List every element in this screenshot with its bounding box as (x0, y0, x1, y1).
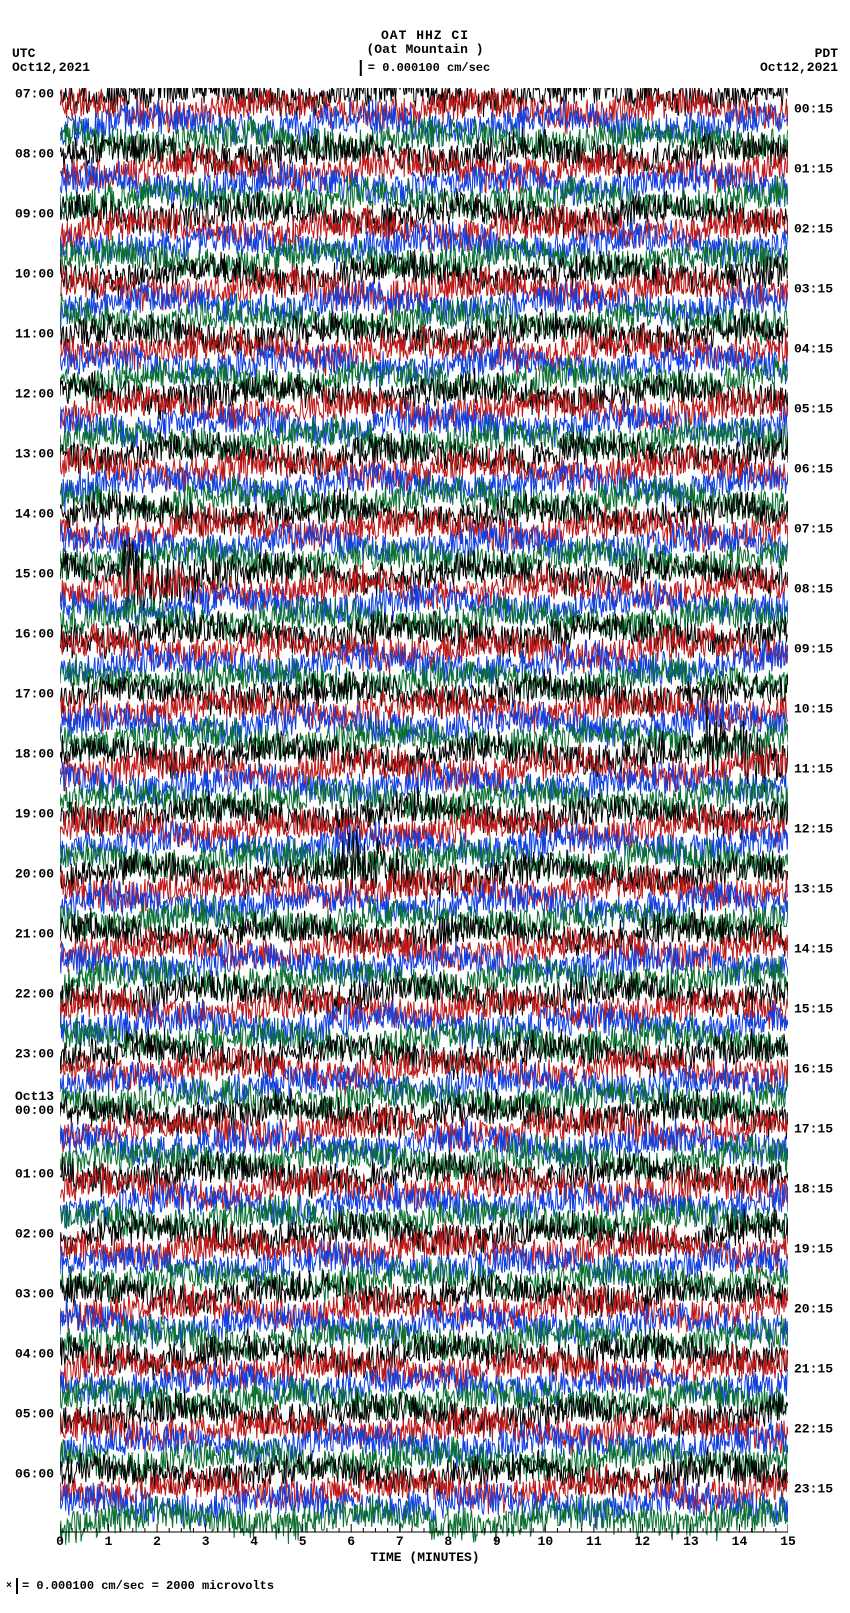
seismograph-page: OAT HHZ CI (Oat Mountain ) = 0.000100 cm… (0, 0, 850, 1613)
tz-right-label: PDT (815, 46, 838, 61)
right-hour-label: 10:15 (790, 702, 850, 717)
right-hour-label: 22:15 (790, 1422, 850, 1437)
right-hour-label: 06:15 (790, 462, 850, 477)
right-hour-label: 21:15 (790, 1362, 850, 1377)
x-tick-label: 3 (202, 1534, 210, 1549)
x-tick-label: 10 (538, 1534, 554, 1549)
x-tick-label: 1 (105, 1534, 113, 1549)
plot-container (60, 88, 788, 1558)
x-tick-label: 9 (493, 1534, 501, 1549)
x-tick-label: 4 (250, 1534, 258, 1549)
left-hour-label: 05:00 (0, 1407, 58, 1422)
left-hour-label: 01:00 (0, 1167, 58, 1182)
left-hour-label: 11:00 (0, 327, 58, 342)
x-tick-label: 7 (396, 1534, 404, 1549)
left-hour-label: 21:00 (0, 927, 58, 942)
right-hour-label: 20:15 (790, 1302, 850, 1317)
helicorder-plot (60, 88, 788, 1558)
x-tick-label: 6 (347, 1534, 355, 1549)
right-hour-label: 02:15 (790, 222, 850, 237)
right-hour-label: 16:15 (790, 1062, 850, 1077)
station-name: (Oat Mountain ) (366, 42, 483, 57)
left-hour-label: 04:00 (0, 1347, 58, 1362)
right-hour-label: 17:15 (790, 1122, 850, 1137)
date-left: Oct12,2021 (12, 60, 90, 75)
left-hour-label: 09:00 (0, 207, 58, 222)
date-right: Oct12,2021 (760, 60, 838, 75)
right-hour-label: 11:15 (790, 762, 850, 777)
left-hour-label: 17:00 (0, 687, 58, 702)
footer-scale-text: = 0.000100 cm/sec = 2000 microvolts (22, 1579, 274, 1593)
right-hour-label: 05:15 (790, 402, 850, 417)
scale-legend: = 0.000100 cm/sec (360, 60, 490, 76)
left-hour-label: 07:00 (0, 87, 58, 102)
x-tick-label: 5 (299, 1534, 307, 1549)
scale-bar-icon (360, 60, 362, 76)
left-hour-label: 20:00 (0, 867, 58, 882)
x-tick-label: 15 (780, 1534, 796, 1549)
left-hour-label: 14:00 (0, 507, 58, 522)
station-code: OAT HHZ CI (381, 28, 469, 43)
left-hour-label: 02:00 (0, 1227, 58, 1242)
left-hour-label: 19:00 (0, 807, 58, 822)
x-tick-label: 12 (635, 1534, 651, 1549)
left-hour-label: 06:00 (0, 1467, 58, 1482)
footer-dot-icon: × (6, 1581, 12, 1592)
x-axis-label: TIME (MINUTES) (370, 1550, 479, 1565)
left-hour-label: Oct13 00:00 (0, 1090, 58, 1118)
right-hour-label: 18:15 (790, 1182, 850, 1197)
x-tick-label: 14 (732, 1534, 748, 1549)
x-tick-label: 11 (586, 1534, 602, 1549)
x-tick-label: 13 (683, 1534, 699, 1549)
right-hour-label: 00:15 (790, 102, 850, 117)
left-hour-label: 16:00 (0, 627, 58, 642)
right-hour-label: 04:15 (790, 342, 850, 357)
right-hour-label: 23:15 (790, 1482, 850, 1497)
left-hour-label: 08:00 (0, 147, 58, 162)
right-hour-label: 08:15 (790, 582, 850, 597)
footer-scale-bar-icon (16, 1578, 18, 1594)
left-hour-label: 15:00 (0, 567, 58, 582)
right-hour-label: 03:15 (790, 282, 850, 297)
x-tick-label: 2 (153, 1534, 161, 1549)
right-hour-label: 09:15 (790, 642, 850, 657)
left-hour-label: 12:00 (0, 387, 58, 402)
right-hour-label: 19:15 (790, 1242, 850, 1257)
footer-scale: × = 0.000100 cm/sec = 2000 microvolts (6, 1578, 274, 1594)
right-hour-label: 12:15 (790, 822, 850, 837)
right-hour-label: 13:15 (790, 882, 850, 897)
x-tick-label: 8 (444, 1534, 452, 1549)
x-tick-label: 0 (56, 1534, 64, 1549)
right-hour-label: 07:15 (790, 522, 850, 537)
right-hour-label: 01:15 (790, 162, 850, 177)
header: OAT HHZ CI (Oat Mountain ) = 0.000100 cm… (0, 0, 850, 80)
right-hour-label: 15:15 (790, 1002, 850, 1017)
left-hour-label: 22:00 (0, 987, 58, 1002)
tz-left-label: UTC (12, 46, 35, 61)
left-hour-label: 18:00 (0, 747, 58, 762)
right-hour-label: 14:15 (790, 942, 850, 957)
left-hour-label: 13:00 (0, 447, 58, 462)
scale-bar-label: = 0.000100 cm/sec (368, 61, 490, 75)
left-hour-label: 23:00 (0, 1047, 58, 1062)
left-hour-label: 03:00 (0, 1287, 58, 1302)
left-hour-label: 10:00 (0, 267, 58, 282)
